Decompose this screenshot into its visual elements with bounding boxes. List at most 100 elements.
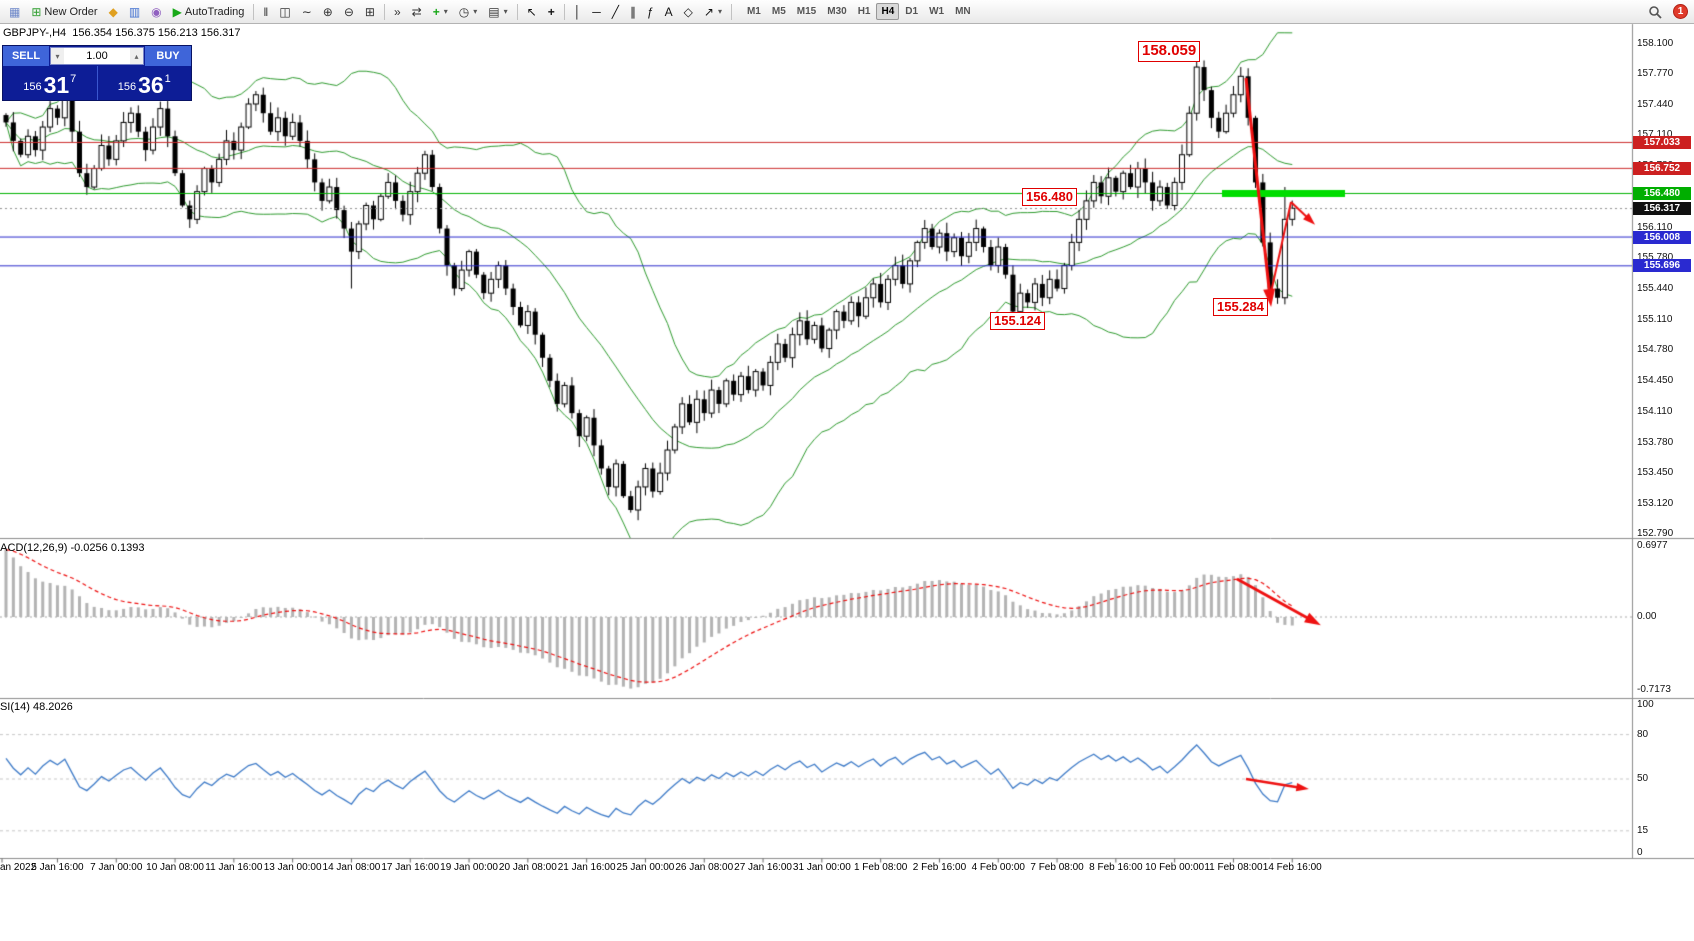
dropdown-arrow-icon: ▾ <box>717 7 722 16</box>
new-order-button-label: New Order <box>44 5 98 18</box>
line-chart-icon: ∼ <box>301 4 312 19</box>
templates-icon: ▤ <box>488 4 500 19</box>
toolbar: ▦ ⊞ New Order ◆ ▥ ◉ ▶ AutoTrading ‖ ◫ ∼ ⊕ ⊖ ⊞» ⇄ + ▾ ◷ ▾ ▤ ▾… <box>0 0 1694 24</box>
channel-button[interactable]: ∥ <box>625 2 641 21</box>
fibonacci-icon: ƒ <box>646 4 654 19</box>
buy-price-big: 36 <box>138 72 164 99</box>
low-price-label-2[interactable]: 155.284 <box>1213 298 1268 317</box>
bar-chart-icon: ‖ <box>263 4 269 19</box>
buy-price-button[interactable]: 156 36 1 <box>98 66 192 100</box>
terminal-icon: ▥ <box>128 4 141 19</box>
horizontal-line-button[interactable]: ─ <box>587 2 606 21</box>
chart-shift-button[interactable]: ⇄ <box>407 2 427 21</box>
zoom-in-button[interactable]: ⊕ <box>318 2 338 21</box>
text-label-button[interactable]: A <box>660 2 678 21</box>
shapes-icon: ◇ <box>683 4 693 19</box>
templates-button[interactable]: ▤ ▾ <box>483 2 512 21</box>
sell-price-button[interactable]: 156 31 7 <box>3 66 97 100</box>
bar-chart-button[interactable]: ‖ <box>258 2 273 21</box>
timeframe-button-h4[interactable]: H4 <box>876 3 900 20</box>
auto-scroll-button[interactable]: » <box>389 2 406 21</box>
fibonacci-button[interactable]: ƒ <box>642 2 659 21</box>
indicators-icon: + <box>432 4 440 19</box>
buy-button[interactable]: BUY <box>145 46 191 66</box>
toolbar-separator <box>563 3 565 20</box>
horizontal-line-icon: ─ <box>592 4 601 19</box>
periods-icon: ◷ <box>458 4 470 19</box>
timeframe-button-m30[interactable]: M30 <box>827 6 847 17</box>
arrows-icon: ↗ <box>703 4 714 19</box>
periods-button[interactable]: ◷ ▾ <box>454 2 483 21</box>
volume-value[interactable]: 1.00 <box>86 50 108 62</box>
volume-control[interactable]: ▾ 1.00 ▴ <box>50 47 144 65</box>
trade-panel-header: SELL ▾ 1.00 ▴ BUY <box>3 46 191 66</box>
market-watch-button[interactable]: ◉ <box>146 2 166 21</box>
auto-scroll-icon: » <box>393 4 401 19</box>
high-price-label[interactable]: 158.059 <box>1138 41 1201 62</box>
crosshair-button[interactable]: + <box>543 2 560 21</box>
volume-decrease-icon[interactable]: ▾ <box>51 48 64 64</box>
one-click-trade-panel: SELL ▾ 1.00 ▴ BUY 156 31 7 156 36 <box>2 45 192 101</box>
autotrading-button[interactable]: ▶ AutoTrading <box>168 2 250 21</box>
buy-price-sup: 1 <box>164 73 171 85</box>
cursor-icon: ↖ <box>526 4 537 19</box>
toolbar-separator <box>253 3 255 20</box>
toolbar-right: 1 <box>1643 2 1690 21</box>
timeframe-toolbar: M1 M5 M15 M30 H1 H4 D1 W1 MN <box>742 3 976 20</box>
zoom-out-button[interactable]: ⊖ <box>339 2 359 21</box>
profile-window-icon: ▦ <box>9 4 21 19</box>
dropdown-arrow-icon: ▾ <box>443 7 448 16</box>
text-label-icon: A <box>664 4 673 19</box>
timeframe-button-m15[interactable]: M15 <box>796 6 817 17</box>
pivot-price-label[interactable]: 156.480 <box>1022 188 1077 207</box>
vertical-line-icon: │ <box>573 4 582 19</box>
search-button[interactable] <box>1643 2 1667 21</box>
profile-window-button[interactable]: ▦ <box>4 2 25 21</box>
trade-panel-divider <box>96 66 98 100</box>
vertical-line-button[interactable]: │ <box>569 2 587 21</box>
dropdown-arrow-icon: ▾ <box>473 7 478 16</box>
chart-shift-icon: ⇄ <box>411 4 422 19</box>
sell-price-prefix: 156 <box>23 81 42 93</box>
low-price-label-1[interactable]: 155.124 <box>990 312 1045 331</box>
terminal-button[interactable]: ▥ <box>124 2 145 21</box>
market-watch-icon: ◉ <box>151 4 162 19</box>
timeframe-button-w1[interactable]: W1 <box>929 6 945 17</box>
tile-windows-icon: ⊞ <box>364 4 375 19</box>
toolbar-items: ▦ ⊞ New Order ◆ ▥ ◉ ▶ AutoTrading ‖ ◫ ∼ ⊕ ⊖ ⊞» ⇄ + ▾ ◷ ▾ ▤ ▾… <box>4 2 735 21</box>
shapes-button[interactable]: ◇ <box>679 2 698 21</box>
metaeditor-button[interactable]: ◆ <box>104 2 123 21</box>
timeframe-button-h1[interactable]: H1 <box>857 6 871 17</box>
search-icon <box>1649 5 1662 19</box>
toolbar-separator <box>383 3 385 20</box>
sell-price-sup: 7 <box>70 73 77 85</box>
trendline-button[interactable]: ╱ <box>607 2 624 21</box>
line-chart-button[interactable]: ∼ <box>297 2 317 21</box>
zoom-out-icon: ⊖ <box>343 4 354 19</box>
cursor-button[interactable]: ↖ <box>522 2 542 21</box>
arrows-button[interactable]: ↗ ▾ <box>699 2 727 21</box>
channel-icon: ∥ <box>629 4 636 19</box>
zoom-in-icon: ⊕ <box>322 4 333 19</box>
tile-windows-button[interactable]: ⊞ <box>360 2 380 21</box>
trendline-icon: ╱ <box>611 4 619 19</box>
toolbar-separator <box>730 3 732 20</box>
toolbar-separator <box>516 3 518 20</box>
timeframe-button-mn[interactable]: MN <box>955 6 971 17</box>
timeframe-button-m1[interactable]: M1 <box>746 6 761 17</box>
autotrading-icon: ▶ <box>172 4 182 19</box>
trade-panel-prices: 156 31 7 156 36 1 <box>3 66 191 100</box>
candlestick-chart-button[interactable]: ◫ <box>274 2 295 21</box>
notification-badge[interactable]: 1 <box>1673 4 1688 19</box>
metaeditor-icon: ◆ <box>108 4 118 19</box>
new-order-button[interactable]: ⊞ New Order <box>26 2 102 21</box>
timeframe-button-d1[interactable]: D1 <box>905 6 919 17</box>
indicators-button[interactable]: + ▾ <box>428 2 453 21</box>
sell-price-big: 31 <box>43 72 70 99</box>
timeframe-button-m5[interactable]: M5 <box>771 6 786 17</box>
buy-price-prefix: 156 <box>117 81 137 93</box>
volume-increase-icon[interactable]: ▴ <box>130 48 143 64</box>
sell-button[interactable]: SELL <box>3 46 49 66</box>
